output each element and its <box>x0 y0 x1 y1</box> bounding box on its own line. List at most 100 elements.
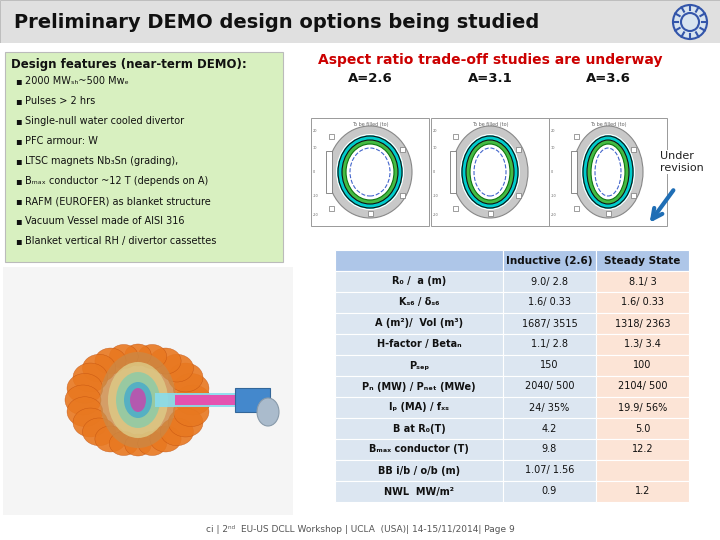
Text: RAFM (EUROFER) as blanket structure: RAFM (EUROFER) as blanket structure <box>25 196 211 206</box>
Bar <box>503 418 596 439</box>
Bar <box>596 460 689 481</box>
Text: ▪: ▪ <box>15 216 22 226</box>
Text: -10: -10 <box>551 194 557 198</box>
Text: LTSC magnets Nb₃Sn (grading),: LTSC magnets Nb₃Sn (grading), <box>25 156 179 166</box>
Bar <box>311 118 429 226</box>
Bar <box>503 250 596 271</box>
Ellipse shape <box>130 388 146 412</box>
Bar <box>503 376 596 397</box>
Bar <box>516 192 521 198</box>
Text: R₀ /  a (m): R₀ / a (m) <box>392 276 446 287</box>
Text: 0: 0 <box>551 170 553 174</box>
Bar <box>631 146 636 152</box>
Text: ▪: ▪ <box>15 196 22 206</box>
Text: 5.0: 5.0 <box>635 423 650 434</box>
Bar <box>503 334 596 355</box>
Text: BB i/b / o/b (m): BB i/b / o/b (m) <box>378 465 460 476</box>
Bar <box>516 146 521 152</box>
Text: Bₘₐₓ conductor (T): Bₘₐₓ conductor (T) <box>369 444 469 455</box>
Bar <box>596 376 689 397</box>
Text: Vacuum Vessel made of AISI 316: Vacuum Vessel made of AISI 316 <box>25 216 184 226</box>
Text: 1318/ 2363: 1318/ 2363 <box>615 319 670 328</box>
Text: 20: 20 <box>433 129 438 133</box>
Bar <box>596 334 689 355</box>
Text: ▪: ▪ <box>15 176 22 186</box>
Bar <box>574 133 578 138</box>
Bar <box>400 146 405 152</box>
Ellipse shape <box>475 149 505 195</box>
Ellipse shape <box>116 372 160 428</box>
Text: -20: -20 <box>433 213 438 217</box>
Text: 1.1/ 2.8: 1.1/ 2.8 <box>531 340 568 349</box>
Text: A=3.6: A=3.6 <box>585 71 631 84</box>
Ellipse shape <box>138 345 166 369</box>
Text: ci | 2ⁿᵈ  EU-US DCLL Workshop | UCLA  (USA)| 14-15/11/2014| Page 9: ci | 2ⁿᵈ EU-US DCLL Workshop | UCLA (USA… <box>206 525 514 535</box>
Text: 150: 150 <box>540 361 559 370</box>
Text: Aspect ratio trade-off studies are underway: Aspect ratio trade-off studies are under… <box>318 53 662 67</box>
Text: Design features (near-term DEMO):: Design features (near-term DEMO): <box>11 58 247 71</box>
Text: A (m²)/  Vol (m³): A (m²)/ Vol (m³) <box>375 319 463 328</box>
Bar <box>335 292 503 313</box>
Bar <box>596 418 689 439</box>
Text: 9.8: 9.8 <box>542 444 557 455</box>
Text: ▪: ▪ <box>15 156 22 166</box>
Bar <box>503 460 596 481</box>
Bar <box>367 211 372 215</box>
Bar <box>335 460 503 481</box>
Bar <box>335 271 503 292</box>
Text: 1.07/ 1.56: 1.07/ 1.56 <box>525 465 574 476</box>
Bar <box>335 334 503 355</box>
Ellipse shape <box>83 418 116 446</box>
Text: 19.9/ 56%: 19.9/ 56% <box>618 402 667 413</box>
Ellipse shape <box>174 374 209 403</box>
Bar <box>596 397 689 418</box>
Bar <box>503 271 596 292</box>
Bar <box>400 192 405 198</box>
Text: Under
revision: Under revision <box>660 151 703 173</box>
Bar <box>328 206 333 211</box>
Text: PFC armour: W: PFC armour: W <box>25 136 98 146</box>
Text: 8.1/ 3: 8.1/ 3 <box>629 276 657 287</box>
Bar <box>596 271 689 292</box>
Bar <box>335 439 503 460</box>
Bar <box>503 355 596 376</box>
Bar <box>596 250 689 271</box>
Text: 2000 MWₛₕ~500 Mwₑ: 2000 MWₛₕ~500 Mwₑ <box>25 76 129 86</box>
Bar <box>503 397 596 418</box>
Text: To be filled (to): To be filled (to) <box>472 122 508 127</box>
Text: Pulses > 2 hrs: Pulses > 2 hrs <box>25 96 95 106</box>
Text: 10: 10 <box>313 146 318 150</box>
Text: 1.6/ 0.33: 1.6/ 0.33 <box>621 298 664 307</box>
Bar <box>596 313 689 334</box>
Bar <box>596 439 689 460</box>
Text: 0: 0 <box>433 170 436 174</box>
Text: 4.2: 4.2 <box>542 423 557 434</box>
Text: H-factor / Betaₙ: H-factor / Betaₙ <box>377 340 462 349</box>
FancyArrowPatch shape <box>652 190 673 219</box>
Ellipse shape <box>109 345 138 369</box>
Bar <box>335 355 503 376</box>
Bar <box>606 211 611 215</box>
Text: Blanket vertical RH / divertor cassettes: Blanket vertical RH / divertor cassettes <box>25 236 217 246</box>
Ellipse shape <box>351 149 389 195</box>
Bar <box>574 206 578 211</box>
Bar <box>631 192 636 198</box>
Text: 20: 20 <box>551 129 556 133</box>
Bar <box>503 313 596 334</box>
Bar <box>431 118 549 226</box>
Ellipse shape <box>161 354 194 382</box>
Text: 24/ 35%: 24/ 35% <box>529 402 570 413</box>
Ellipse shape <box>125 434 151 456</box>
Text: ▪: ▪ <box>15 96 22 106</box>
Text: Pₛₑₚ: Pₛₑₚ <box>409 361 429 370</box>
Ellipse shape <box>168 363 203 392</box>
Bar <box>503 292 596 313</box>
Ellipse shape <box>95 426 126 452</box>
Bar <box>571 151 577 193</box>
Bar <box>450 151 456 193</box>
Bar <box>3 267 293 515</box>
Text: 1687/ 3515: 1687/ 3515 <box>521 319 577 328</box>
Text: A=2.6: A=2.6 <box>348 71 392 84</box>
Bar <box>503 439 596 460</box>
Bar <box>596 292 689 313</box>
